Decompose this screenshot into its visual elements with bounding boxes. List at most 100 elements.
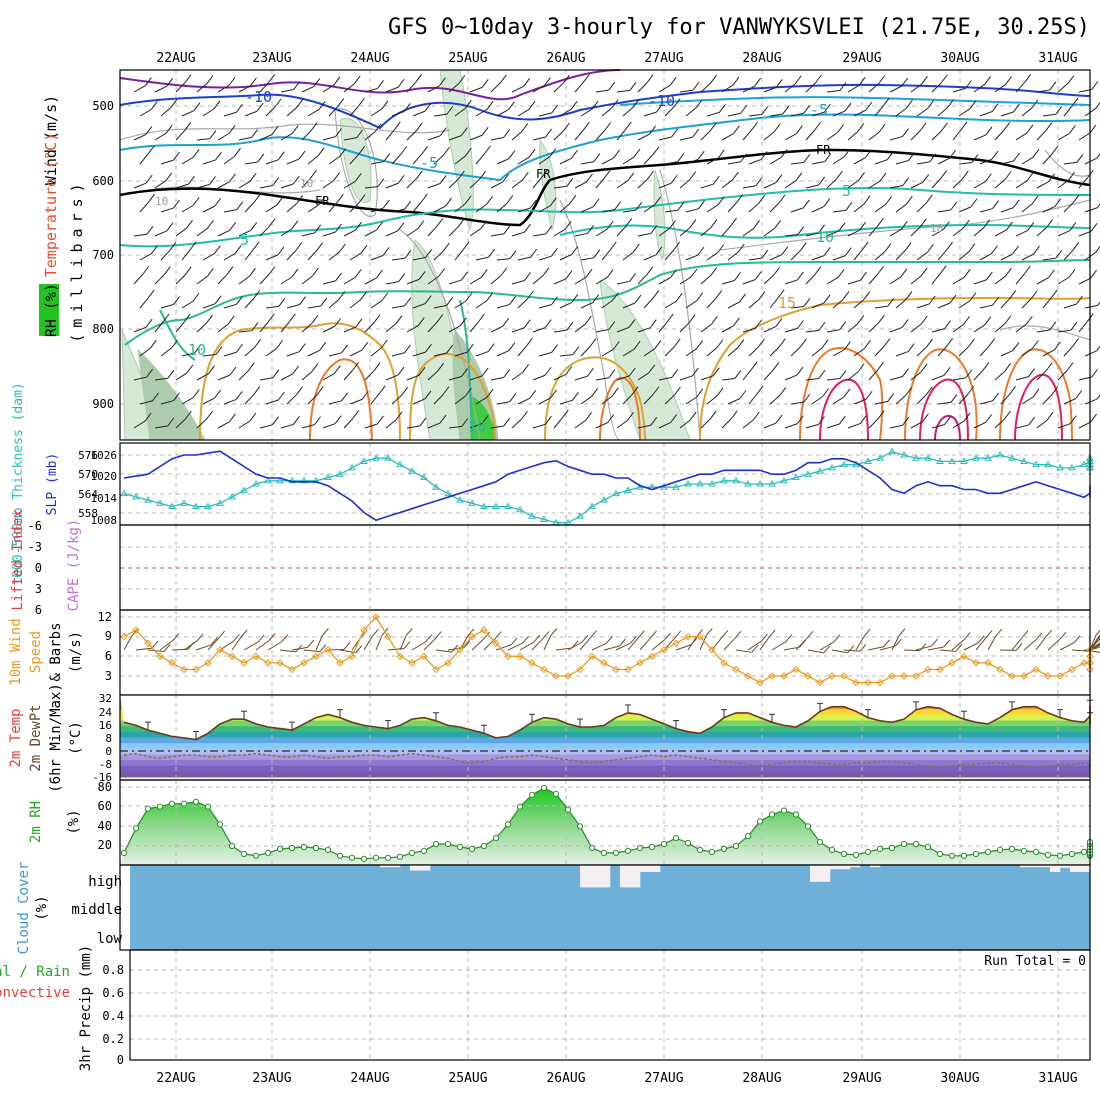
svg-text:5: 5 bbox=[842, 182, 851, 200]
wind-barb-flag bbox=[503, 129, 511, 138]
wind-barb-flag bbox=[460, 127, 468, 136]
wind-barb-flag bbox=[985, 271, 993, 281]
wind-barb bbox=[427, 182, 441, 189]
wind-barb-flag bbox=[146, 368, 154, 378]
wind-barb bbox=[244, 394, 255, 405]
wind-barb-flag bbox=[268, 266, 276, 275]
wind-barb-flag bbox=[983, 219, 991, 228]
wind-barb-flag bbox=[253, 290, 261, 299]
surface-barb-flag bbox=[467, 628, 475, 637]
wind-barb-flag bbox=[439, 175, 447, 184]
wind-barb-flag bbox=[465, 292, 473, 302]
thickness-point bbox=[252, 480, 260, 487]
wind-barb-flag bbox=[192, 389, 200, 398]
wind-barb-flag bbox=[562, 122, 570, 132]
wind-barb bbox=[727, 301, 740, 309]
wind-speed-point bbox=[1068, 665, 1076, 674]
thickness-point bbox=[984, 454, 992, 461]
wind-barb bbox=[931, 130, 942, 141]
wind-barb-flag bbox=[943, 367, 951, 376]
wind-barb-flag bbox=[376, 415, 384, 425]
wind-barb bbox=[952, 377, 966, 381]
rh-point bbox=[720, 845, 728, 853]
wind-speed-point bbox=[372, 613, 380, 621]
wind-barb-flag bbox=[229, 221, 237, 231]
svg-text:10: 10 bbox=[188, 341, 206, 359]
wind-barb bbox=[958, 300, 971, 309]
surface-barb bbox=[735, 649, 752, 653]
wind-barb-flag bbox=[206, 314, 213, 324]
wind-barb-flag bbox=[361, 391, 369, 400]
date-label: 24AUG bbox=[350, 51, 389, 66]
wind-barb bbox=[406, 325, 419, 333]
surface-barb bbox=[651, 639, 665, 651]
thickness-point bbox=[708, 480, 716, 487]
wind-barb bbox=[343, 229, 356, 237]
wind-barb bbox=[1036, 277, 1049, 285]
wind-barb-flag bbox=[1054, 341, 1061, 351]
wind-barb-flag bbox=[589, 338, 597, 347]
thickness-point bbox=[684, 480, 692, 487]
wind-barb bbox=[364, 186, 378, 189]
wind-barb bbox=[622, 209, 636, 213]
wind-barb-flag bbox=[395, 315, 403, 324]
wind-barb bbox=[532, 136, 546, 141]
wind-speed-point bbox=[624, 665, 632, 674]
wind-barb bbox=[727, 251, 739, 261]
wind-barb-flag bbox=[486, 100, 494, 110]
wind-barb-flag bbox=[1054, 198, 1062, 207]
wind-barb bbox=[496, 304, 510, 309]
wind-barb-flag bbox=[194, 344, 202, 354]
wind-barb-flag bbox=[376, 269, 383, 279]
wind-barb bbox=[853, 299, 865, 309]
wind-barb-flag bbox=[184, 74, 192, 83]
wind-barb-flag bbox=[229, 413, 236, 423]
wind-barb-flag bbox=[927, 100, 935, 109]
surface-barb-flag bbox=[1059, 631, 1067, 640]
wind-barb bbox=[133, 274, 144, 285]
wind-barb-flag bbox=[166, 78, 174, 87]
wind-barb bbox=[574, 419, 586, 429]
wind-barb bbox=[910, 83, 922, 93]
rh-point bbox=[924, 843, 932, 851]
wind-barb-flag bbox=[1069, 222, 1077, 231]
wind-barb-flag bbox=[192, 292, 200, 302]
wind-barb bbox=[826, 378, 840, 381]
wind-barb-flag bbox=[775, 318, 783, 327]
date-label: 27AUG bbox=[644, 1071, 683, 1086]
wind-barb-flag bbox=[1076, 154, 1084, 163]
wind-barb bbox=[601, 249, 611, 261]
wind-barb-flag bbox=[818, 322, 826, 331]
thickness-point bbox=[1068, 463, 1076, 471]
wind-barb-flag bbox=[236, 103, 243, 113]
wind-barb bbox=[433, 304, 447, 309]
wind-barb bbox=[727, 161, 741, 165]
wind-speed-point bbox=[180, 665, 188, 674]
surface-barb-flag bbox=[919, 643, 927, 651]
wind-barb-flag bbox=[593, 249, 601, 259]
wind-barb bbox=[154, 321, 164, 333]
surface-barb bbox=[339, 649, 356, 654]
wind-barb-flag bbox=[481, 367, 489, 377]
wind-barb bbox=[853, 109, 866, 117]
surface-barb bbox=[603, 645, 620, 651]
wind-barb bbox=[895, 351, 909, 357]
date-label: 22AUG bbox=[156, 51, 195, 66]
wind-barb-flag bbox=[1089, 124, 1097, 134]
wind-speed-point bbox=[744, 672, 752, 680]
wind-barb-flag bbox=[234, 245, 242, 254]
wind-barb bbox=[643, 348, 656, 357]
wind-barb-flag bbox=[486, 196, 493, 205]
wind-barb bbox=[1036, 130, 1047, 141]
cloud-gap-bar bbox=[390, 865, 401, 868]
wind-barb bbox=[847, 131, 859, 141]
wind-barb-flag bbox=[877, 361, 884, 371]
wind-barb-flag bbox=[603, 169, 611, 179]
wind-barb bbox=[952, 276, 965, 285]
wind-barb bbox=[643, 254, 657, 261]
wind-barb bbox=[196, 418, 207, 429]
wind-barb-flag bbox=[887, 393, 895, 402]
rh-point bbox=[264, 849, 272, 857]
wind-barb-flag bbox=[1009, 385, 1017, 395]
wind-speed-point bbox=[528, 659, 536, 667]
